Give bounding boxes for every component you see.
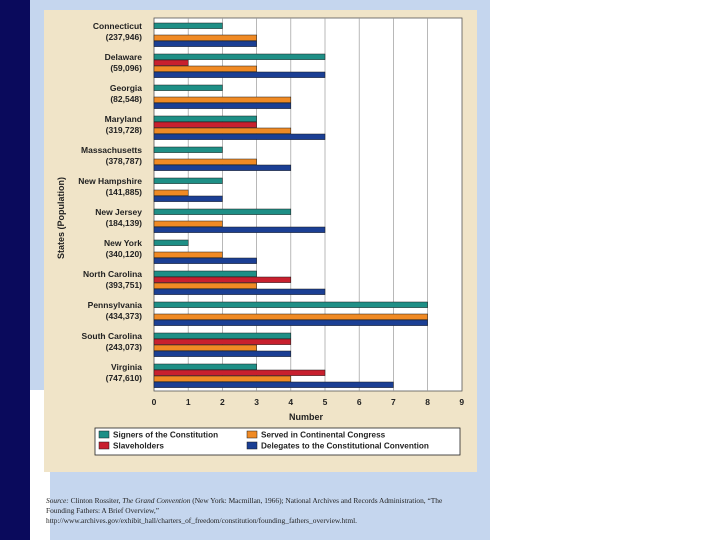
- bar-delegates-to-the-constitutional-convention-7: [153, 257, 257, 264]
- legend-label: Delegates to the Constitutional Conventi…: [261, 442, 429, 451]
- bar-served-in-continental-congress-5: [153, 189, 189, 196]
- state-population-label: (319,728): [106, 125, 143, 135]
- source-text-2: (New York: Macmillan, 1966); National Ar…: [46, 496, 443, 525]
- bar-served-in-continental-congress-3: [153, 127, 292, 134]
- x-tick-label: 9: [459, 397, 464, 407]
- state-population-label: (184,139): [106, 218, 143, 228]
- navy-sidebar-strip: [0, 0, 30, 540]
- state-population-label: (393,751): [106, 280, 143, 290]
- state-population-label: (82,548): [110, 94, 142, 104]
- bar-slaveholders-1: [153, 59, 189, 66]
- gridlines: [187, 18, 428, 391]
- bar-delegates-to-the-constitutional-convention-8: [153, 288, 326, 295]
- state-labels: Connecticut(237,946) Delaware(59,096) Geor…: [78, 21, 142, 383]
- x-tick-label: 2: [220, 397, 225, 407]
- state-name-label: Connecticut: [93, 21, 142, 31]
- bar-signers-of-the-constitution-11: [153, 363, 257, 370]
- bar-signers-of-the-constitution-0: [153, 22, 223, 29]
- bar-signers-of-the-constitution-1: [153, 53, 326, 60]
- state-name-label: New Hampshire: [78, 176, 142, 186]
- x-tick-label: 1: [186, 397, 191, 407]
- legend: Signers of the Constitution Served in Con…: [98, 430, 429, 451]
- bar-signers-of-the-constitution-3: [153, 115, 257, 122]
- bar-served-in-continental-congress-6: [153, 220, 223, 227]
- state-name-label: New Jersey: [95, 207, 142, 217]
- bar-signers-of-the-constitution-2: [153, 84, 223, 91]
- bar-signers-of-the-constitution-7: [153, 239, 189, 246]
- state-name-label: Georgia: [110, 83, 142, 93]
- bar-delegates-to-the-constitutional-convention-1: [153, 71, 326, 78]
- state-population-label: (340,120): [106, 249, 143, 259]
- bar-slaveholders-11: [153, 369, 326, 376]
- bar-served-in-continental-congress-1: [153, 65, 257, 72]
- x-tick-label: 8: [425, 397, 430, 407]
- bar-signers-of-the-constitution-8: [153, 270, 257, 277]
- x-tick-label: 4: [288, 397, 293, 407]
- source-book-title: The Grand Convention: [122, 496, 191, 505]
- bar-signers-of-the-constitution-4: [153, 146, 223, 153]
- state-population-label: (237,946): [106, 32, 143, 42]
- x-tick-label: 3: [254, 397, 259, 407]
- bar-signers-of-the-constitution-6: [153, 208, 292, 215]
- bar-signers-of-the-constitution-10: [153, 332, 292, 339]
- bar-delegates-to-the-constitutional-convention-10: [153, 350, 292, 357]
- bar-served-in-continental-congress-8: [153, 282, 257, 289]
- bar-served-in-continental-congress-9: [153, 313, 428, 320]
- legend-swatch: [98, 430, 110, 439]
- state-name-label: Virginia: [111, 362, 142, 372]
- x-tick-label: 6: [357, 397, 362, 407]
- bar-slaveholders-8: [153, 276, 292, 283]
- bar-signers-of-the-constitution-5: [153, 177, 223, 184]
- state-population-label: (378,787): [106, 156, 143, 166]
- x-tick-label: 7: [391, 397, 396, 407]
- state-name-label: Delaware: [105, 52, 143, 62]
- bars: [153, 22, 428, 388]
- bar-served-in-continental-congress-0: [153, 34, 257, 41]
- plot-area: [153, 17, 463, 392]
- x-tick-label: 0: [152, 397, 157, 407]
- bar-delegates-to-the-constitutional-convention-3: [153, 133, 326, 140]
- bar-delegates-to-the-constitutional-convention-2: [153, 102, 292, 109]
- state-name-label: South Carolina: [82, 331, 143, 341]
- state-population-label: (747,610): [106, 373, 143, 383]
- bar-served-in-continental-congress-4: [153, 158, 257, 165]
- state-population-label: (243,073): [106, 342, 143, 352]
- bar-served-in-continental-congress-2: [153, 96, 292, 103]
- legend-swatch: [98, 441, 110, 450]
- x-ticks: 0 1 2 3 4 5 6 7 8 9: [152, 397, 465, 407]
- legend-swatch: [246, 430, 258, 439]
- source-note: Source: Clinton Rossiter, The Grand Conv…: [46, 496, 471, 526]
- state-name-label: Massachusetts: [81, 145, 142, 155]
- state-population-label: (141,885): [106, 187, 143, 197]
- bar-slaveholders-10: [153, 338, 292, 345]
- legend-label: Slaveholders: [113, 442, 164, 451]
- source-text-1: Clinton Rossiter,: [70, 496, 123, 505]
- bar-delegates-to-the-constitutional-convention-6: [153, 226, 326, 233]
- bar-slaveholders-3: [153, 121, 257, 128]
- source-label: Source:: [46, 496, 69, 505]
- state-name-label: North Carolina: [83, 269, 142, 279]
- bar-delegates-to-the-constitutional-convention-11: [153, 381, 394, 388]
- state-name-label: Pennsylvania: [88, 300, 143, 310]
- bar-delegates-to-the-constitutional-convention-0: [153, 40, 257, 47]
- state-population-label: (59,096): [110, 63, 142, 73]
- bar-delegates-to-the-constitutional-convention-4: [153, 164, 292, 171]
- x-tick-label: 5: [323, 397, 328, 407]
- bar-served-in-continental-congress-7: [153, 251, 223, 258]
- legend-label: Signers of the Constitution: [113, 431, 218, 440]
- legend-box: [94, 427, 461, 456]
- state-population-label: (434,373): [106, 311, 143, 321]
- bar-signers-of-the-constitution-9: [153, 301, 428, 308]
- bar-delegates-to-the-constitutional-convention-9: [153, 319, 428, 326]
- state-name-label: Maryland: [105, 114, 142, 124]
- bar-delegates-to-the-constitutional-convention-5: [153, 195, 223, 202]
- x-axis-label: Number: [289, 412, 324, 422]
- state-name-label: New York: [104, 238, 142, 248]
- bar-served-in-continental-congress-11: [153, 375, 292, 382]
- bar-served-in-continental-congress-10: [153, 344, 257, 351]
- legend-label: Served in Continental Congress: [261, 431, 386, 440]
- legend-swatch: [246, 441, 258, 450]
- y-axis-label: States (Population): [56, 177, 66, 259]
